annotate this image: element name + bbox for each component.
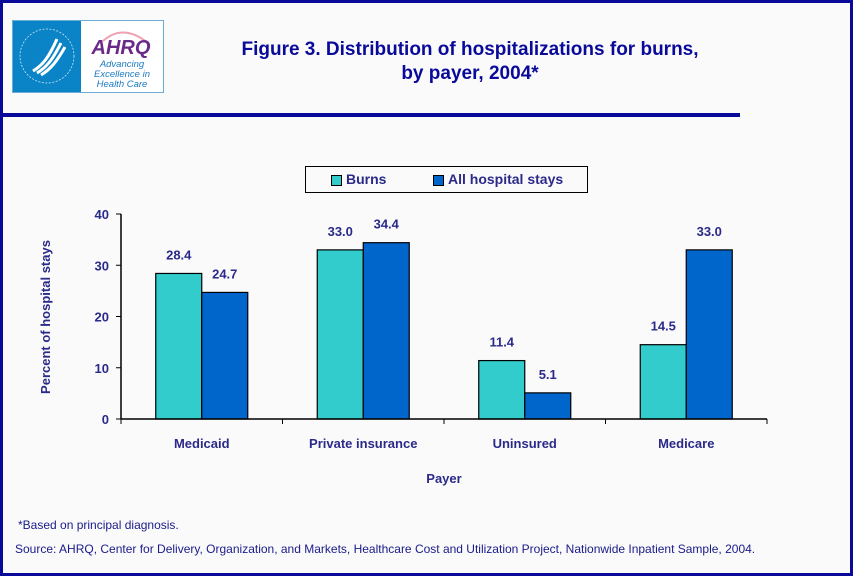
header-divider <box>3 113 740 117</box>
y-tick-label: 10 <box>95 361 109 376</box>
data-label: 28.4 <box>166 247 192 262</box>
y-tick-label: 40 <box>95 207 109 222</box>
x-tick-label: Uninsured <box>493 436 557 451</box>
x-tick-label: Medicare <box>658 436 714 451</box>
legend-label-all-stays: All hospital stays <box>448 171 564 187</box>
title-line-2: by payer, 2004* <box>401 63 539 84</box>
data-label: 24.7 <box>212 266 237 281</box>
bar-all-stays <box>685 249 733 420</box>
y-tick-label: 0 <box>102 412 109 427</box>
bar-all-stays <box>524 392 572 420</box>
data-label: 11.4 <box>489 335 514 350</box>
x-tick-label: Medicaid <box>174 436 230 451</box>
title-line-1: Figure 3. Distribution of hospitalizatio… <box>241 39 699 60</box>
bar-burns <box>316 249 364 420</box>
svg-text:Advancing: Advancing <box>99 59 145 70</box>
svg-text:AHRQ: AHRQ <box>91 37 151 59</box>
svg-text:Excellence in: Excellence in <box>94 69 150 80</box>
data-label: 33.0 <box>328 224 353 239</box>
y-tick-label: 30 <box>95 258 109 273</box>
data-label: 14.5 <box>651 319 676 334</box>
bar-burns <box>478 359 526 420</box>
x-tick-label: Private insurance <box>309 436 417 451</box>
source-note: Source: AHRQ, Center for Delivery, Organ… <box>15 542 756 556</box>
footnote: *Based on principal diagnosis. <box>18 518 179 532</box>
chart-title: Figure 3. Distribution of hospitalizatio… <box>200 38 740 86</box>
svg-text:Health Care: Health Care <box>97 79 148 90</box>
ahrq-logo: AHRQ Advancing Excellence in Health Care <box>12 20 164 93</box>
y-tick-label: 20 <box>95 310 109 325</box>
data-label: 34.4 <box>374 217 400 232</box>
x-axis-label: Payer <box>426 471 461 486</box>
y-axis-label: Percent of hospital stays <box>38 240 53 394</box>
bar-all-stays <box>362 242 410 420</box>
legend-label-burns: Burns <box>346 171 387 187</box>
legend-swatch-all-stays <box>433 175 444 186</box>
bar-all-stays <box>201 291 249 420</box>
legend: Burns All hospital stays <box>305 166 588 193</box>
bar-burns <box>639 344 687 420</box>
data-label: 33.0 <box>697 224 722 239</box>
bar-burns <box>155 272 203 420</box>
legend-swatch-burns <box>331 175 342 186</box>
data-label: 5.1 <box>539 367 557 382</box>
